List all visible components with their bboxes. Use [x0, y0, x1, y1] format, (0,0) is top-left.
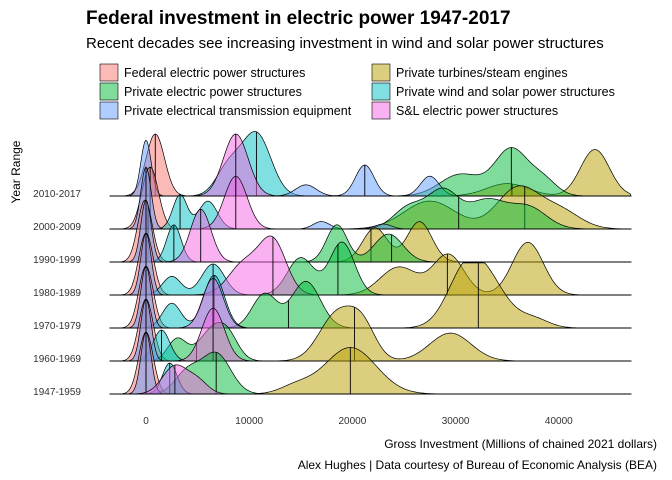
- caption: Alex Hughes | Data courtesy of Bureau of…: [298, 458, 657, 472]
- legend: Federal electric power structures Private…: [99, 63, 615, 120]
- chart-subtitle: Recent decades see increasing investment…: [86, 35, 604, 52]
- y-tick-label: 1970-1979: [33, 321, 81, 332]
- y-tick-label: 1990-1999: [33, 255, 81, 266]
- x-tick-label: 20000: [338, 416, 366, 427]
- x-tick-labels: 0 10000 20000 30000 40000: [143, 416, 573, 427]
- y-tick-label: 2010-2017: [33, 189, 81, 200]
- legend-key: [99, 63, 119, 82]
- density-area: [109, 265, 632, 329]
- legend-label: Private wind and solar power structures: [396, 85, 615, 99]
- x-tick-label: 40000: [545, 416, 573, 427]
- y-tick-label: 1980-1989: [33, 288, 81, 299]
- legend-label: S&L electric power structures: [396, 104, 558, 118]
- y-tick-label: 2000-2009: [33, 222, 81, 233]
- legend-key: [99, 101, 119, 120]
- legend-label: Private turbines/steam engines: [396, 66, 568, 80]
- ridge-row-1947-1959: [109, 331, 632, 395]
- y-tick-label: 1947-1959: [33, 387, 81, 398]
- ridge-row-1960-1969: [109, 298, 632, 362]
- ridge-row-1990-1999: [109, 199, 632, 263]
- legend-key: [99, 82, 119, 101]
- y-tick-labels: 2010-2017 2000-2009 1990-1999 1980-1989 1970…: [33, 189, 81, 398]
- y-tick-label: 1960-1969: [33, 354, 81, 365]
- ridges: [109, 131, 632, 395]
- legend-key: [371, 101, 391, 120]
- legend-label: Federal electric power structures: [124, 66, 305, 80]
- legend-key: [371, 63, 391, 82]
- ridge-row-2010-2017: [109, 131, 632, 197]
- legend-label: Private electrical transmission equipmen…: [124, 104, 352, 118]
- x-tick-label: 30000: [442, 416, 470, 427]
- y-axis-title: Year Range: [9, 140, 23, 203]
- x-tick-label: 0: [143, 416, 149, 427]
- density-area: [109, 265, 632, 329]
- legend-key: [371, 82, 391, 101]
- x-axis-title: Gross Investment (Millions of chained 20…: [384, 437, 657, 451]
- chart-title: Federal investment in electric power 194…: [86, 8, 511, 29]
- legend-label: Private electric power structures: [124, 85, 302, 99]
- x-tick-label: 10000: [235, 416, 263, 427]
